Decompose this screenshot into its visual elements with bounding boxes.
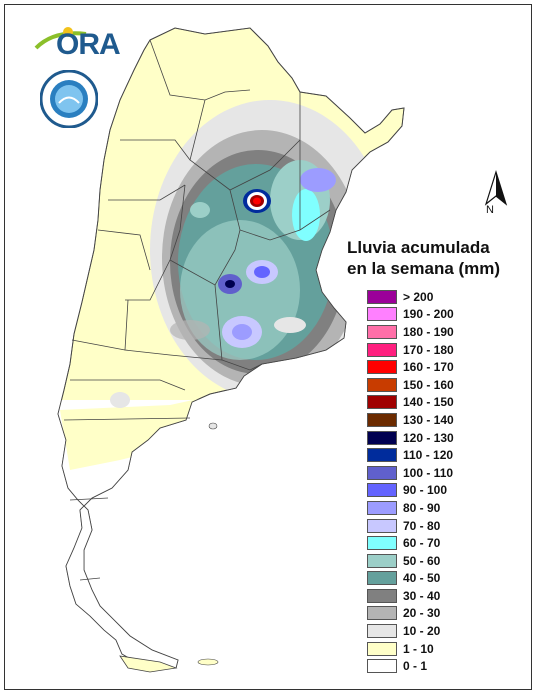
legend-label: 110 - 120 [403,448,454,463]
legend-item: 1 - 10 [367,640,454,658]
legend-title-line1: Lluvia acumulada [347,238,490,257]
logo-swoosh-icon [34,27,87,50]
legend-item: 30 - 40 [367,587,454,605]
legend-swatch [367,641,397,656]
legend-label: 160 - 170 [403,360,454,375]
legend-item: 100 - 110 [367,464,454,482]
legend-item: 70 - 80 [367,517,454,535]
legend-item: 150 - 160 [367,376,454,394]
legend-swatch [367,465,397,480]
legend-item: 80 - 90 [367,499,454,517]
legend-item: 90 - 100 [367,482,454,500]
legend-label: 0 - 1 [403,659,428,674]
legend-item: 20 - 30 [367,605,454,623]
legend-label: 40 - 50 [403,571,441,586]
legend-item: 170 - 180 [367,341,454,359]
legend-label: 100 - 110 [403,465,454,480]
legend-item: 40 - 50 [367,570,454,588]
legend-label: 60 - 70 [403,536,441,551]
legend-item: 130 - 140 [367,411,454,429]
legend-swatch [367,342,397,357]
legend-swatch [367,536,397,551]
legend-label: > 200 [403,289,434,304]
legend-title: Lluvia acumulada en la semana (mm) [347,237,500,279]
legend-label: 10 - 20 [403,624,441,639]
legend-label: 30 - 40 [403,588,441,603]
legend-item: 0 - 1 [367,657,454,675]
legend-label: 150 - 160 [403,377,454,392]
legend-item: 50 - 60 [367,552,454,570]
legend-label: 90 - 100 [403,483,448,498]
north-label: N [486,204,494,216]
legend-swatch [367,430,397,445]
legend-swatch [367,624,397,639]
legend-swatch [367,377,397,392]
legend-label: 140 - 150 [403,395,454,410]
legend-label: 80 - 90 [403,500,441,515]
legend-label: 20 - 30 [403,606,441,621]
legend-swatch [367,588,397,603]
legend-swatch [367,500,397,515]
legend-item: 10 - 20 [367,622,454,640]
legend-swatch [367,412,397,427]
legend-item: 120 - 130 [367,429,454,447]
legend-swatch [367,483,397,498]
legend-swatch [367,324,397,339]
legend-label: 180 - 190 [403,324,454,339]
logo-text: ORA [56,28,121,61]
legend: > 200 190 - 200 180 - 190 170 - 180 160 - 17… [367,288,454,675]
legend-swatch [367,606,397,621]
legend-label: 170 - 180 [403,342,454,357]
seal-emblem [39,69,99,129]
legend-item: 160 - 170 [367,358,454,376]
legend-label: 190 - 200 [403,307,454,322]
legend-item: 190 - 200 [367,306,454,324]
legend-item: > 200 [367,288,454,306]
legend-swatch [367,289,397,304]
legend-swatch [367,360,397,375]
legend-swatch [367,518,397,533]
legend-swatch [367,659,397,674]
ora-logo: ORA [34,24,121,64]
legend-label: 130 - 140 [403,412,454,427]
legend-item: 60 - 70 [367,534,454,552]
north-arrow-icon [478,169,514,220]
legend-label: 70 - 80 [403,518,441,533]
legend-swatch [367,395,397,410]
legend-label: 50 - 60 [403,553,441,568]
legend-item: 140 - 150 [367,394,454,412]
legend-label: 1 - 10 [403,641,434,656]
legend-title-line2: en la semana (mm) [347,259,501,278]
legend-item: 110 - 120 [367,446,454,464]
legend-swatch [367,553,397,568]
legend-swatch [367,307,397,322]
legend-item: 180 - 190 [367,323,454,341]
legend-label: 120 - 130 [403,430,454,445]
legend-swatch [367,448,397,463]
legend-swatch [367,571,397,586]
